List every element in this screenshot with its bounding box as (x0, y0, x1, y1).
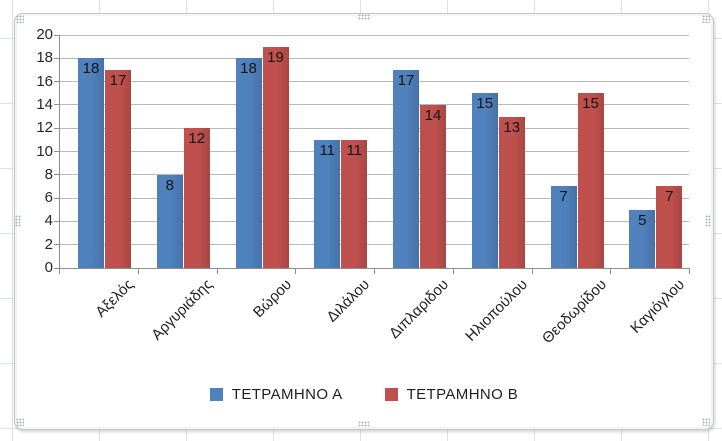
x-axis-tick (295, 269, 297, 274)
y-axis-tick-label: 12 (36, 119, 53, 137)
y-axis-tick-label: 18 (36, 49, 53, 67)
bar-ΤΕΤΡΑΜΗΝΟ Α-Διπλαριδου[interactable]: 17 (393, 69, 419, 268)
y-axis-tick (54, 267, 59, 269)
legend-item-ΤΕΤΡΑΜΗΝΟ Α[interactable]: ΤΕΤΡΑΜΗΝΟ Α (209, 386, 343, 403)
bar-ΤΕΤΡΑΜΗΝΟ Α-Διλάλου[interactable]: 11 (314, 139, 341, 268)
chart-resize-handle-middle-left[interactable] (15, 215, 21, 227)
bar-value-label: 11 (319, 141, 336, 159)
bar-ΤΕΤΡΑΜΗΝΟ Β-Καγιόγλου[interactable]: 7 (656, 186, 683, 268)
bar-value-label: 5 (638, 211, 647, 229)
y-axis-tick-label: 0 (44, 259, 53, 276)
bar-ΤΕΤΡΑΜΗΝΟ Α-Θεοδωρίδου[interactable]: 7 (550, 186, 577, 268)
y-gridline (59, 57, 689, 59)
bar-ΤΕΤΡΑΜΗΝΟ Α-Αργυριάδης[interactable]: 8 (156, 174, 183, 268)
bar-ΤΕΤΡΑΜΗΝΟ Β-Αξελός[interactable]: 17 (105, 69, 131, 268)
plot-area: 18 8 18 11 17 15 7 5 17 12 19 11 14 13 15 7 (59, 34, 689, 268)
x-axis-tick (59, 269, 60, 274)
y-gridline (59, 174, 689, 176)
bar-ΤΕΤΡΑΜΗΝΟ Α-Ηλιοπούλου[interactable]: 15 (471, 93, 498, 268)
chart-resize-handle-top-right[interactable] (702, 15, 710, 23)
y-axis-tick-label: 4 (44, 212, 53, 230)
x-axis-tick (452, 269, 454, 274)
bar-value-label: 13 (503, 118, 521, 136)
chart-object[interactable]: 18 8 18 11 17 15 7 5 17 12 19 11 14 13 15 7 ΤΕΤΡΑΜΗΝΟ Α… (14, 13, 714, 430)
bar-value-label: 15 (582, 95, 599, 113)
chart-resize-handle-bottom-left[interactable] (16, 418, 24, 426)
y-axis-tick-label: 14 (36, 95, 53, 113)
bar-ΤΕΤΡΑΜΗΝΟ Β-Διπλαριδου[interactable]: 14 (420, 104, 446, 268)
x-axis-tick (216, 269, 218, 274)
chart-legend: ΤΕΤΡΑΜΗΝΟ Α ΤΕΤΡΑΜΗΝΟ Β (15, 386, 713, 403)
chart-resize-handle-middle-right[interactable] (705, 215, 711, 227)
y-gridline (59, 197, 689, 199)
x-axis-tick (689, 269, 690, 274)
y-gridline (59, 244, 689, 246)
bar-ΤΕΤΡΑΜΗΝΟ Β-Αργυριάδης[interactable]: 12 (183, 128, 210, 268)
chart-resize-handle-top-middle[interactable] (358, 14, 370, 20)
bar-value-label: 17 (109, 71, 127, 89)
bar-value-label: 15 (476, 95, 494, 113)
legend-swatch-icon (384, 388, 398, 401)
y-axis-tick (54, 220, 59, 222)
y-gridline (59, 34, 689, 36)
y-gridline (59, 220, 689, 222)
y-axis-tick (54, 151, 59, 152)
y-axis-tick (54, 197, 59, 199)
x-axis-tick (531, 269, 533, 274)
chart-resize-handle-bottom-middle[interactable] (358, 421, 370, 427)
legend-label: ΤΕΤΡΑΜΗΝΟ Β (406, 386, 519, 403)
bar-value-label: 18 (82, 60, 100, 78)
bar-value-label: 12 (188, 130, 206, 148)
bar-ΤΕΤΡΑΜΗΝΟ Β-Βώρου[interactable]: 19 (262, 46, 289, 268)
y-axis-tick (54, 104, 59, 106)
y-axis-tick-label: 2 (44, 235, 53, 253)
bar-ΤΕΤΡΑΜΗΝΟ Α-Αξελός[interactable]: 18 (78, 58, 104, 268)
y-axis-tick-label: 6 (44, 189, 53, 207)
y-axis-tick-label: 10 (36, 142, 53, 160)
y-axis-tick (54, 81, 59, 83)
y-axis-line (59, 35, 60, 268)
bar-ΤΕΤΡΑΜΗΝΟ Β-Ηλιοπούλου[interactable]: 13 (498, 116, 525, 268)
bar-ΤΕΤΡΑΜΗΝΟ Β-Θεοδωρίδου[interactable]: 15 (577, 93, 604, 268)
y-gridline (59, 81, 689, 83)
chart-resize-handle-top-left[interactable] (16, 15, 24, 23)
x-axis-line (59, 268, 690, 269)
y-axis-tick-label: 16 (36, 72, 53, 90)
bar-ΤΕΤΡΑΜΗΝΟ Α-Καγιόγλου[interactable]: 5 (629, 209, 656, 268)
y-axis-tick (54, 57, 59, 59)
bar-ΤΕΤΡΑΜΗΝΟ Β-Διλάλου[interactable]: 11 (341, 139, 368, 268)
legend-label: ΤΕΤΡΑΜΗΝΟ Α (231, 386, 343, 403)
x-axis-tick (137, 269, 139, 274)
y-gridline (59, 104, 689, 106)
bar-value-label: 18 (240, 60, 257, 78)
bar-value-label: 14 (424, 106, 442, 124)
y-axis-tick (54, 244, 59, 246)
legend-swatch-icon (209, 388, 223, 401)
bar-value-label: 7 (665, 188, 674, 206)
y-axis-tick-label: 8 (44, 165, 53, 183)
y-axis-tick (54, 34, 59, 36)
y-gridline (59, 151, 689, 152)
y-axis-tick (54, 127, 59, 129)
y-axis-tick-label: 20 (36, 26, 53, 43)
bar-value-label: 8 (165, 176, 174, 194)
bar-value-label: 7 (559, 188, 568, 206)
bar-ΤΕΤΡΑΜΗΝΟ Α-Βώρου[interactable]: 18 (235, 58, 262, 268)
bar-value-label: 11 (346, 141, 363, 159)
x-axis-tick (374, 269, 375, 274)
bar-value-label: 17 (397, 71, 415, 89)
y-gridline (59, 127, 689, 129)
x-axis-tick (610, 269, 612, 274)
chart-resize-handle-bottom-right[interactable] (702, 418, 710, 426)
legend-item-ΤΕΤΡΑΜΗΝΟ Β[interactable]: ΤΕΤΡΑΜΗΝΟ Β (384, 386, 519, 403)
bar-value-label: 19 (267, 48, 284, 66)
y-axis-tick (54, 174, 59, 176)
